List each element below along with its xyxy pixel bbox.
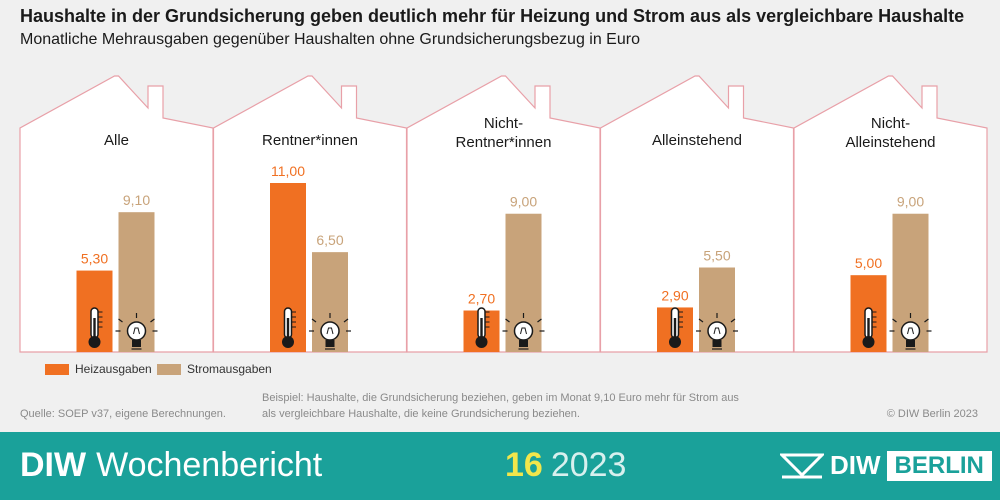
logo-diw-text: DIW — [830, 450, 881, 480]
data-label-heiz: 2,70 — [468, 291, 495, 307]
category-label: Rentner*innen — [262, 132, 358, 149]
house-group: Alleinstehend 2,90 5,50 — [599, 75, 795, 353]
category-label: Alleinstehend — [652, 132, 742, 149]
legend-label-strom: Stromausgaben — [187, 362, 272, 376]
thermometer-icon — [88, 307, 103, 348]
category-label: Nicht- — [484, 115, 523, 132]
brand-wochenbericht: DIW Wochenbericht — [20, 446, 322, 485]
lightbulb-icon — [696, 313, 738, 350]
issue-number: 16 — [505, 446, 543, 484]
brand-diw: DIW — [20, 446, 87, 484]
legend-swatch-strom — [157, 363, 181, 375]
chart-title: Haushalte in der Grundsicherung geben de… — [20, 6, 965, 26]
thermometer-icon — [475, 307, 490, 348]
legend-label-heiz: Heizausgaben — [75, 362, 152, 376]
thermometer-icon — [282, 307, 296, 348]
lightbulb-icon — [502, 313, 545, 350]
brand-name: Wochenbericht — [96, 446, 323, 484]
data-label-strom: 9,00 — [510, 194, 537, 210]
legend-heiz: Heizausgaben — [45, 362, 152, 376]
data-label-strom: 9,00 — [897, 194, 924, 210]
thermometer-icon — [669, 307, 683, 348]
house-group: Nicht- Rentner*innen 2,70 9,00 — [406, 75, 601, 353]
data-label-heiz: 5,00 — [855, 255, 882, 271]
house-outline — [599, 75, 795, 353]
data-label-strom: 6,50 — [316, 232, 343, 248]
issue-label: 16 2023 — [505, 446, 626, 485]
house-outline — [19, 75, 214, 353]
chart-area: Alle 5,30 9,10 Rentner*innen 11,00 6,50 Nicht-… — [19, 75, 988, 353]
lightbulb-icon — [115, 313, 158, 350]
lightbulb-icon — [889, 313, 932, 350]
copyright: © DIW Berlin 2023 — [886, 408, 978, 420]
data-label-heiz: 5,30 — [81, 251, 108, 267]
category-label: Alle — [104, 132, 129, 149]
data-label-strom: 9,10 — [123, 192, 150, 208]
category-label: Nicht- — [871, 115, 910, 132]
source-note: Quelle: SOEP v37, eigene Berechnungen. — [20, 408, 226, 420]
chart-subtitle: Monatliche Mehrausgaben gegenüber Hausha… — [20, 31, 640, 48]
house-group: Rentner*innen 11,00 6,50 — [212, 75, 408, 353]
lightbulb-icon — [309, 313, 351, 350]
data-label-strom: 5,50 — [703, 248, 730, 264]
house-outline — [212, 75, 408, 353]
house-outline — [793, 75, 988, 353]
data-label-heiz: 2,90 — [661, 287, 688, 303]
legend-swatch-heiz — [45, 363, 69, 375]
category-label: Rentner*innen — [456, 134, 552, 151]
example-note-line-1: Beispiel: Haushalte, die Grundsicherung … — [262, 392, 739, 404]
issue-year: 2023 — [550, 446, 627, 484]
house-group: Alle 5,30 9,10 — [19, 75, 214, 353]
thermometer-icon — [862, 307, 877, 348]
footer-bar: DIW Wochenbericht 16 2023 DIW BERLIN — [0, 432, 1000, 500]
data-label-heiz: 11,00 — [271, 163, 305, 179]
category-label: Alleinstehend — [845, 134, 935, 151]
example-note: Beispiel: Haushalte, die Grundsicherung … — [262, 390, 782, 422]
logo-berlin-text: BERLIN — [886, 450, 992, 481]
diw-berlin-logo: DIW BERLIN — [780, 450, 992, 481]
legend-strom: Stromausgaben — [157, 362, 272, 376]
example-note-line-2: als vergleichbare Haushalte, die keine G… — [262, 408, 580, 420]
house-group: Nicht- Alleinstehend 5,00 9,00 — [793, 75, 988, 353]
diw-logo-icon — [780, 453, 824, 478]
